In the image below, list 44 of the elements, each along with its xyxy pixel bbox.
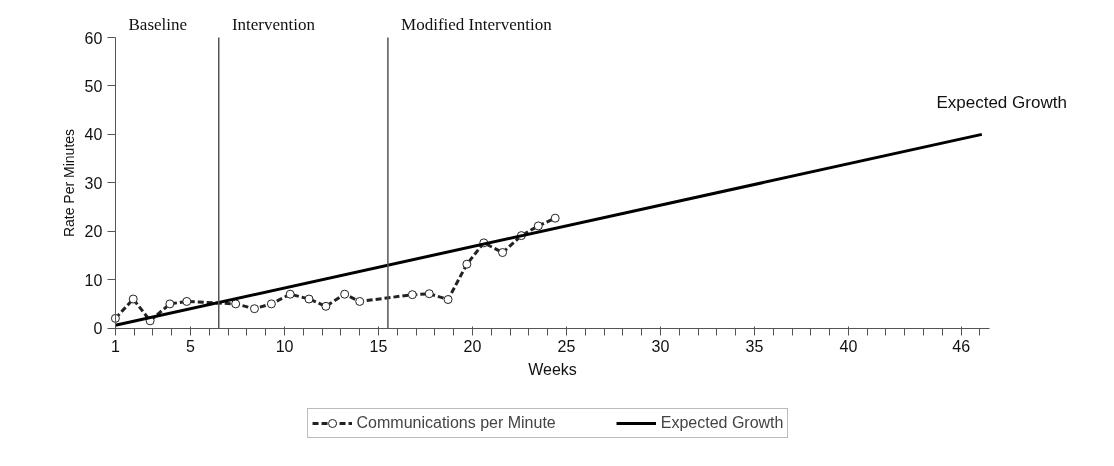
point <box>424 289 434 299</box>
y-tick-label: 40 <box>84 126 103 144</box>
y-tick-label: 60 <box>84 29 103 47</box>
point <box>550 213 560 223</box>
point <box>355 296 365 306</box>
x-axis-title: Weeks <box>528 360 577 378</box>
point <box>182 296 192 306</box>
point <box>249 304 259 314</box>
x-tick-label: 35 <box>745 338 764 356</box>
x-tick-label: 5 <box>186 338 196 356</box>
x-tick-label: 1 <box>110 338 120 356</box>
x-tick-label: 20 <box>463 338 482 356</box>
text: Intervention <box>231 14 316 34</box>
x-tick-label: 25 <box>557 338 576 356</box>
point <box>533 221 543 231</box>
point <box>443 295 453 305</box>
y-tick-label: 50 <box>84 77 103 95</box>
y-tick-label: 30 <box>84 174 103 192</box>
point <box>285 289 295 299</box>
point <box>407 290 417 300</box>
point <box>231 299 241 309</box>
point <box>321 301 331 311</box>
point <box>340 289 350 299</box>
text: Modified Intervention <box>401 14 553 34</box>
x-tick-label: 10 <box>275 338 294 356</box>
point <box>110 313 120 323</box>
point <box>128 294 138 304</box>
y-tick-label: 0 <box>93 320 103 338</box>
legend-label: Expected Growth <box>660 414 784 432</box>
point <box>462 259 472 269</box>
y-tick-label: 20 <box>84 223 103 241</box>
point <box>304 294 314 304</box>
point <box>498 248 508 258</box>
text: Baseline <box>128 14 188 34</box>
x-tick-label: 30 <box>651 338 670 356</box>
x-tick-label: 15 <box>369 338 388 356</box>
x-tick-label: 40 <box>839 338 858 356</box>
y-tick-label: 10 <box>84 271 103 289</box>
point <box>165 299 175 309</box>
x-tick-label: 46 <box>952 338 971 356</box>
y-axis-title: Rate Per Minutes <box>60 128 77 238</box>
point <box>266 299 276 309</box>
annotation: Expected Growth <box>936 93 1067 113</box>
legend-label: Communications per Minute <box>356 414 556 432</box>
